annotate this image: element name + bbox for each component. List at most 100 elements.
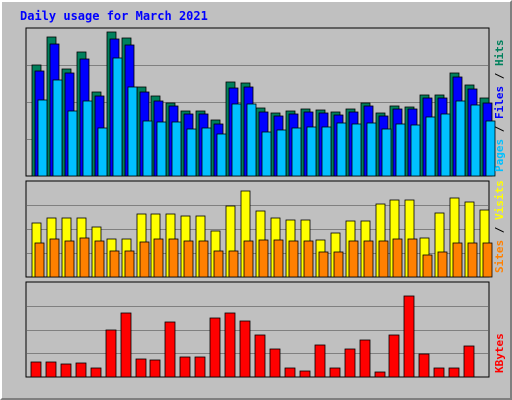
bar-pages-30 (470, 104, 481, 177)
bar-sites-26 (407, 238, 418, 278)
legend-sites: Sites (493, 240, 506, 273)
bar-kbytes-27 (418, 353, 430, 378)
chart-title: Daily usage for March 2021 (20, 9, 208, 23)
bar-sites-17 (273, 239, 284, 278)
legend-kbytes: KBytes (493, 333, 506, 373)
bar-pages-29 (455, 100, 466, 177)
bar-sites-4 (79, 237, 90, 278)
bar-pages-2 (52, 79, 63, 177)
bar-pages-22 (351, 123, 362, 177)
bar-kbytes-30 (463, 345, 475, 378)
bar-sites-19 (303, 240, 314, 278)
bar-pages-3 (67, 110, 78, 177)
bar-sites-25 (392, 238, 403, 278)
bar-kbytes-8 (135, 358, 147, 378)
bar-kbytes-10 (164, 321, 176, 378)
bar-sites-23 (363, 240, 374, 278)
bar-kbytes-3 (60, 363, 72, 378)
bar-pages-27 (425, 116, 436, 177)
bar-pages-17 (276, 129, 287, 177)
bar-sites-30 (467, 242, 478, 278)
bar-kbytes-23 (359, 339, 371, 378)
bar-sites-3 (64, 240, 75, 278)
bar-sites-14 (228, 250, 239, 278)
bar-pages-16 (261, 131, 272, 177)
bar-pages-23 (366, 122, 377, 177)
bar-kbytes-13 (209, 317, 221, 378)
bar-kbytes-16 (254, 334, 266, 378)
bar-pages-13 (216, 133, 227, 177)
bar-pages-31 (485, 120, 496, 177)
bar-pages-25 (395, 123, 406, 177)
bar-pages-24 (381, 128, 392, 177)
bar-sites-5 (94, 240, 105, 278)
bar-kbytes-25 (388, 334, 400, 378)
bar-pages-18 (291, 127, 302, 177)
bar-pages-26 (410, 124, 421, 177)
legend-separator: / (493, 220, 506, 240)
bar-sites-21 (333, 251, 344, 278)
bar-sites-31 (482, 242, 493, 278)
bar-sites-24 (378, 240, 389, 278)
bar-kbytes-21 (329, 367, 341, 378)
legend-top: Pages / Files / Hits (493, 40, 506, 173)
bar-kbytes-12 (194, 356, 206, 378)
legend-hits: Hits (493, 40, 506, 67)
legend-files: Files (493, 86, 506, 119)
bar-sites-8 (139, 241, 150, 278)
bar-sites-20 (318, 251, 329, 278)
bar-kbytes-2 (45, 361, 57, 378)
bar-pages-28 (440, 113, 451, 177)
bar-kbytes-6 (105, 329, 117, 378)
bar-sites-13 (213, 250, 224, 278)
bar-pages-15 (246, 103, 257, 177)
bar-kbytes-29 (448, 367, 460, 378)
bar-sites-12 (198, 240, 209, 278)
bar-sites-18 (288, 240, 299, 278)
bar-sites-22 (348, 240, 359, 278)
bar-sites-15 (243, 240, 254, 278)
bar-pages-19 (306, 126, 317, 177)
bar-pages-1 (37, 99, 48, 177)
bar-pages-6 (112, 57, 123, 177)
bar-pages-11 (186, 128, 197, 177)
bar-sites-16 (258, 239, 269, 278)
legend-separator: / (493, 119, 506, 139)
bar-sites-9 (153, 238, 164, 278)
bar-kbytes-1 (30, 361, 42, 378)
bar-pages-20 (321, 126, 332, 177)
bar-pages-14 (231, 103, 242, 177)
bar-pages-4 (82, 100, 93, 177)
bar-sites-6 (109, 250, 120, 278)
bar-sites-1 (34, 242, 45, 278)
bar-sites-2 (49, 238, 60, 278)
bar-sites-28 (437, 251, 448, 278)
bar-pages-8 (142, 120, 153, 177)
bar-kbytes-20 (314, 344, 326, 378)
legend-middle: Sites / Visits (493, 180, 506, 273)
bar-kbytes-5 (90, 367, 102, 378)
bar-pages-10 (171, 121, 182, 177)
bar-sites-27 (422, 254, 433, 278)
bar-kbytes-24 (374, 371, 386, 378)
bar-kbytes-19 (299, 370, 311, 378)
bar-kbytes-7 (120, 312, 132, 378)
bar-kbytes-17 (269, 348, 281, 378)
bar-pages-12 (201, 127, 212, 177)
bar-sites-11 (183, 240, 194, 278)
bar-pages-7 (127, 86, 138, 177)
bar-pages-5 (97, 127, 108, 177)
bar-sites-29 (452, 242, 463, 278)
bar-kbytes-15 (239, 320, 251, 378)
bar-pages-21 (336, 122, 347, 177)
legend-pages: Pages (493, 139, 506, 172)
bar-kbytes-18 (284, 367, 296, 378)
bar-kbytes-4 (75, 362, 87, 378)
bar-sites-7 (124, 250, 135, 278)
bar-sites-10 (168, 238, 179, 278)
bar-kbytes-22 (344, 348, 356, 378)
bar-kbytes-26 (403, 295, 415, 378)
bar-kbytes-28 (433, 367, 445, 378)
bar-kbytes-11 (179, 356, 191, 378)
